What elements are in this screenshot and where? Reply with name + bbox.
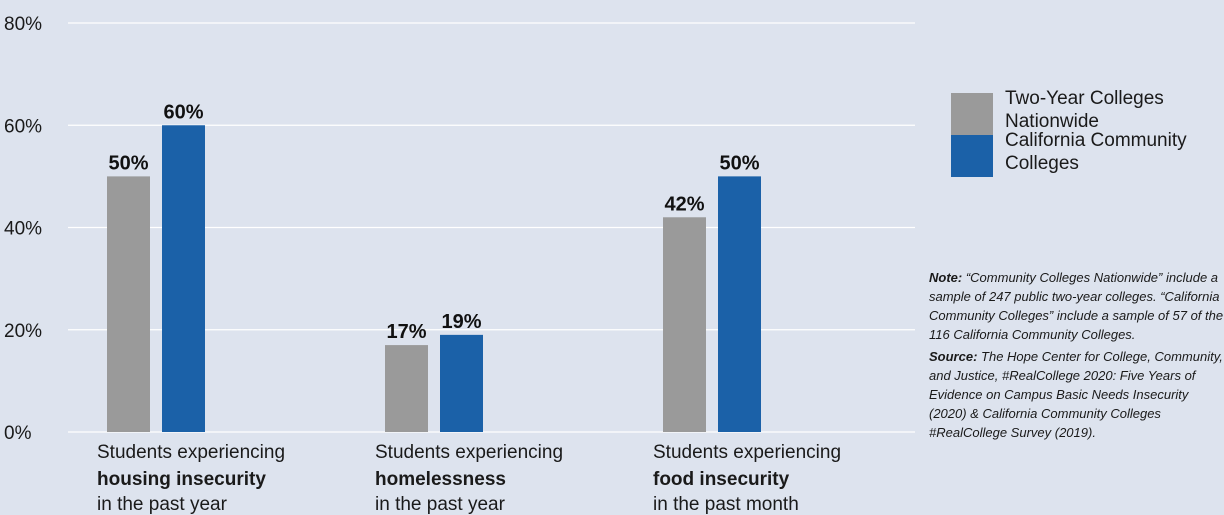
bar-value-label: 19% bbox=[441, 311, 481, 333]
bar bbox=[663, 217, 706, 432]
legend-swatch-california bbox=[951, 135, 993, 177]
category-label-line2: homelessness bbox=[375, 469, 506, 490]
y-tick-label: 20% bbox=[4, 321, 42, 342]
y-tick-label: 0% bbox=[4, 423, 32, 444]
category-label-line3: in the past year bbox=[375, 494, 506, 515]
bar-chart: 0% 20% 40% 60% 80% 50% 17% 42% 60% 19% 50% Students… bbox=[4, 14, 915, 515]
bar-value-label: 50% bbox=[108, 152, 148, 174]
source: Source: The Hope Center for College, Com… bbox=[929, 347, 1224, 442]
bar-value-label: 50% bbox=[719, 152, 759, 174]
bar-value-label: 17% bbox=[386, 321, 426, 343]
bar bbox=[718, 176, 761, 432]
category-label-line1: Students experiencing bbox=[653, 442, 841, 463]
bar bbox=[107, 176, 150, 432]
category-label-line2: food insecurity bbox=[653, 469, 790, 490]
category-label-line2: housing insecurity bbox=[97, 469, 266, 490]
source-label: Source: bbox=[929, 349, 978, 364]
category-label-line3: in the past year bbox=[97, 494, 228, 515]
y-tick-label: 40% bbox=[4, 219, 42, 240]
category-label-line3: in the past month bbox=[653, 494, 799, 515]
note-label: Note: bbox=[929, 270, 963, 285]
bar bbox=[440, 334, 483, 432]
bar-value-label: 42% bbox=[664, 193, 704, 215]
y-tick-label: 80% bbox=[4, 14, 42, 35]
legend-label-california: California Community Colleges bbox=[1005, 130, 1187, 174]
bar-value-label: 60% bbox=[163, 101, 203, 123]
bar bbox=[162, 125, 205, 432]
bar bbox=[385, 345, 428, 432]
category-label-line1: Students experiencing bbox=[375, 442, 563, 463]
category-label-line1: Students experiencing bbox=[97, 442, 285, 463]
note-text: “Community Colleges Nationwide” include … bbox=[929, 270, 1224, 342]
y-tick-label: 60% bbox=[4, 116, 42, 137]
legend-label-two-year: Two-Year Colleges Nationwide bbox=[1005, 88, 1164, 132]
note: Note: “Community Colleges Nationwide” in… bbox=[929, 268, 1224, 344]
legend-swatch-two-year bbox=[951, 93, 993, 135]
source-text: The Hope Center for College, Community, … bbox=[929, 349, 1223, 440]
footnotes: Note: “Community Colleges Nationwide” in… bbox=[929, 268, 1224, 445]
